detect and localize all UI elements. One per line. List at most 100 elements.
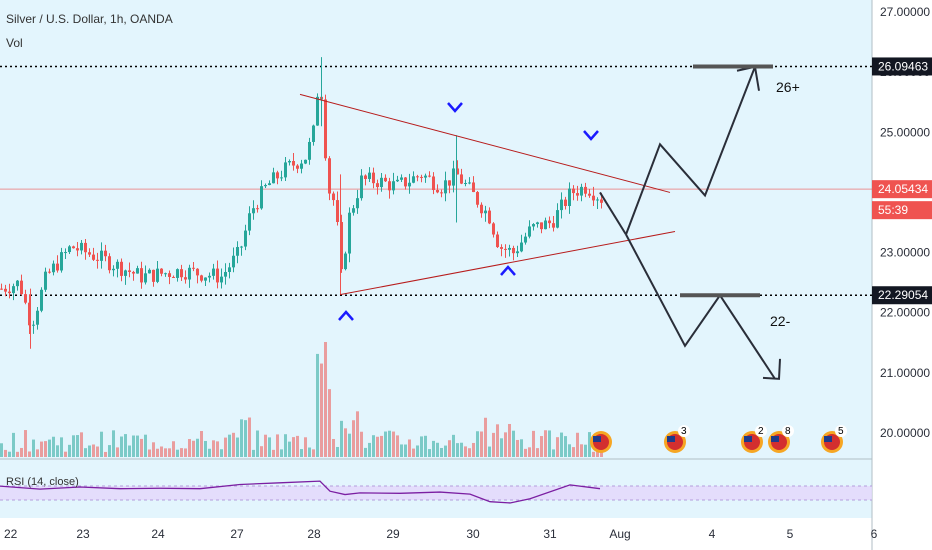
- volume-bar: [456, 443, 459, 457]
- volume-bar: [152, 442, 155, 457]
- candle-body: [448, 180, 451, 186]
- candle-body: [576, 193, 579, 196]
- candle-body: [208, 275, 211, 278]
- candle-body: [404, 177, 407, 187]
- volume-bar: [368, 442, 371, 457]
- volume-bar: [84, 448, 87, 457]
- bullish-projection: [625, 66, 756, 235]
- candle-body: [492, 223, 495, 235]
- time-tick-label: 27: [230, 527, 244, 541]
- candle-body: [280, 177, 283, 179]
- volume-bar: [188, 439, 191, 457]
- candle-body: [168, 273, 171, 277]
- candle-body: [48, 271, 51, 273]
- candle-body: [188, 267, 191, 280]
- volume-bar: [568, 444, 571, 457]
- volume-bar: [224, 437, 227, 457]
- candle-body: [148, 269, 151, 274]
- candle-body: [332, 193, 335, 201]
- candle-body: [108, 256, 111, 271]
- candle-body: [152, 269, 155, 282]
- volume-bar: [428, 449, 431, 457]
- candle-body: [160, 268, 163, 274]
- candle-body: [128, 270, 131, 272]
- candle-body: [28, 302, 31, 326]
- volume-bar: [336, 446, 339, 457]
- volume-bar: [200, 431, 203, 457]
- volume-bar: [464, 446, 467, 457]
- volume-bar: [292, 437, 295, 457]
- volume-bar: [324, 342, 327, 457]
- candle-body: [140, 268, 143, 283]
- volume-bar: [240, 419, 243, 457]
- candle-body: [144, 273, 147, 283]
- volume-bar: [212, 440, 215, 457]
- volume-bar: [472, 442, 475, 457]
- volume-bar: [232, 432, 235, 457]
- volume-bar: [160, 446, 163, 457]
- candle-body: [184, 277, 187, 280]
- candle-body: [408, 182, 411, 187]
- candle-body: [288, 161, 291, 163]
- volume-bar: [532, 430, 535, 457]
- volume-bar: [488, 446, 491, 457]
- volume-bar: [16, 451, 19, 457]
- candle-body: [508, 247, 511, 250]
- candle-body: [132, 271, 135, 274]
- candle-body: [276, 172, 279, 179]
- volume-bar: [108, 445, 111, 457]
- down-chevron-icon: [447, 102, 463, 113]
- candle-body: [32, 324, 35, 326]
- candle-body: [224, 271, 227, 277]
- volume-bar: [284, 434, 287, 457]
- candle-body: [252, 208, 255, 214]
- volume-bar: [372, 435, 375, 457]
- price-badge: [872, 180, 932, 199]
- volume-bar: [360, 431, 363, 457]
- candle-body: [116, 261, 119, 269]
- candle-body: [532, 224, 535, 227]
- volume-bar: [424, 435, 427, 457]
- candle-body: [124, 270, 127, 276]
- candle-body: [368, 172, 371, 179]
- volume-bar: [404, 444, 407, 457]
- price-badge-label: 55:39: [878, 203, 908, 217]
- candle-body: [436, 190, 439, 193]
- volume-bar: [96, 446, 99, 457]
- volume-bar: [400, 444, 403, 457]
- candle-body: [104, 250, 107, 257]
- candle-body: [560, 199, 563, 211]
- volume-bar: [124, 434, 127, 457]
- volume-bar: [148, 449, 151, 457]
- volume-bar: [504, 432, 507, 457]
- candle-body: [164, 273, 167, 275]
- volume-bar: [420, 436, 423, 457]
- candle-body: [240, 246, 243, 248]
- down-chevron-icon: [583, 130, 599, 141]
- event-flag-canton: [771, 436, 779, 442]
- volume-bar: [196, 438, 199, 457]
- volume-bar: [128, 445, 131, 457]
- volume-bar: [80, 432, 83, 457]
- volume-bar: [252, 449, 255, 457]
- volume-bar: [512, 430, 515, 457]
- candle-body: [324, 99, 327, 159]
- volume-bar: [432, 440, 435, 457]
- chart-title: Silver / U.S. Dollar, 1h, OANDA: [6, 12, 173, 26]
- candle-body: [40, 289, 43, 311]
- upper-target-label: 26+: [776, 79, 800, 95]
- event-count-label: 2: [758, 426, 764, 437]
- volume-bar: [536, 448, 539, 457]
- candle-body: [176, 269, 179, 278]
- volume-bar: [588, 432, 591, 457]
- candle-body: [228, 267, 231, 272]
- volume-bar: [560, 432, 563, 457]
- candle-body: [452, 168, 455, 186]
- candle-body: [248, 213, 251, 231]
- volume-bar: [348, 433, 351, 457]
- volume-bar: [340, 420, 343, 457]
- candle-body: [96, 259, 99, 261]
- volume-bar: [308, 447, 311, 457]
- volume-bar: [572, 447, 575, 457]
